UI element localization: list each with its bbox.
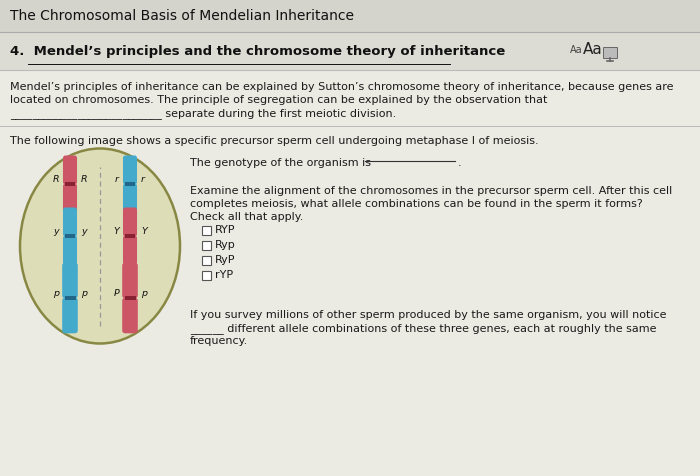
Text: ______ different allele combinations of these three genes, each at roughly the s: ______ different allele combinations of …: [190, 323, 657, 334]
Text: r: r: [141, 176, 145, 185]
Text: p: p: [53, 289, 59, 298]
FancyBboxPatch shape: [62, 298, 78, 333]
Text: Ryp: Ryp: [215, 240, 236, 250]
Bar: [0, 0, 700, 32]
Ellipse shape: [20, 149, 180, 344]
Text: y: y: [81, 228, 87, 237]
Bar: [64, 296, 76, 300]
Text: RYP: RYP: [215, 225, 235, 235]
Bar: [202, 270, 211, 279]
Text: The Chromosomal Basis of Mendelian Inheritance: The Chromosomal Basis of Mendelian Inher…: [10, 9, 354, 23]
Bar: [65, 182, 75, 186]
FancyBboxPatch shape: [123, 236, 137, 265]
Text: .: .: [458, 158, 461, 168]
Text: Check all that apply.: Check all that apply.: [190, 212, 303, 222]
Bar: [202, 226, 211, 235]
Bar: [0, 32, 700, 70]
Bar: [65, 234, 75, 238]
Text: 4.  Mendel’s principles and the chromosome theory of inheritance: 4. Mendel’s principles and the chromosom…: [10, 44, 505, 58]
Text: R: R: [52, 176, 59, 185]
FancyBboxPatch shape: [62, 263, 78, 298]
FancyBboxPatch shape: [63, 156, 77, 185]
Text: frequency.: frequency.: [190, 336, 248, 346]
FancyBboxPatch shape: [123, 156, 137, 185]
Text: Aa: Aa: [583, 42, 603, 58]
FancyBboxPatch shape: [603, 48, 617, 59]
Text: R: R: [81, 176, 88, 185]
Bar: [202, 256, 211, 265]
Text: rYP: rYP: [215, 270, 233, 280]
Text: Y: Y: [141, 228, 147, 237]
Text: completes meiosis, what allele combinations can be found in the sperm it forms?: completes meiosis, what allele combinati…: [190, 199, 643, 209]
Text: If you survey millions of other sperm produced by the same organism, you will no: If you survey millions of other sperm pr…: [190, 310, 666, 320]
Text: The following image shows a specific precursor sperm cell undergoing metaphase I: The following image shows a specific pre…: [10, 136, 538, 146]
Text: Y: Y: [113, 228, 119, 237]
Text: p: p: [141, 289, 147, 298]
Bar: [125, 182, 135, 186]
Bar: [0, 70, 700, 476]
Text: Aa: Aa: [570, 45, 582, 55]
Text: located on chromosomes. The principle of segregation can be explained by the obs: located on chromosomes. The principle of…: [10, 95, 547, 105]
Text: y: y: [53, 228, 59, 237]
Text: Mendel’s principles of inheritance can be explained by Sutton’s chromosome theor: Mendel’s principles of inheritance can b…: [10, 82, 673, 92]
Bar: [125, 234, 135, 238]
FancyBboxPatch shape: [63, 183, 77, 212]
FancyBboxPatch shape: [122, 263, 138, 298]
Text: r: r: [115, 176, 119, 185]
FancyBboxPatch shape: [63, 208, 77, 237]
Text: P: P: [113, 289, 119, 298]
FancyBboxPatch shape: [123, 183, 137, 212]
Bar: [125, 296, 136, 300]
Text: ___________________________ separate during the first meiotic division.: ___________________________ separate dur…: [10, 108, 396, 119]
FancyBboxPatch shape: [63, 236, 77, 265]
Text: RyP: RyP: [215, 255, 235, 265]
Text: p: p: [81, 289, 87, 298]
Text: Examine the alignment of the chromosomes in the precursor sperm cell. After this: Examine the alignment of the chromosomes…: [190, 186, 672, 196]
FancyBboxPatch shape: [123, 208, 137, 237]
Bar: [202, 240, 211, 249]
Text: The genotype of the organism is: The genotype of the organism is: [190, 158, 374, 168]
FancyBboxPatch shape: [122, 298, 138, 333]
